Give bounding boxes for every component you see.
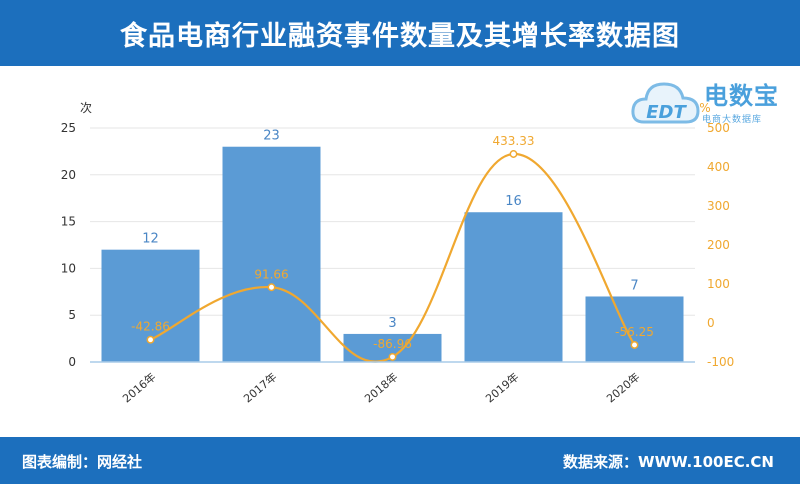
y-right-tick-label: -100 bbox=[707, 355, 734, 369]
y-left-tick-label: 20 bbox=[61, 168, 76, 182]
growth-rate-point bbox=[388, 352, 397, 361]
bar bbox=[464, 212, 563, 362]
y-left-tick-label: 0 bbox=[68, 355, 76, 369]
y-right-tick-label: 500 bbox=[707, 121, 730, 135]
y-left-tick-label: 10 bbox=[61, 261, 76, 275]
growth-rate-line bbox=[150, 152, 636, 363]
growth-rate-label: 433.33 bbox=[493, 134, 535, 148]
growth-rate-point bbox=[630, 340, 639, 349]
y-right-tick-label: 400 bbox=[707, 160, 730, 174]
combo-chart: 12 23 3 16 7 -42.86 91.66 -86.96 433.33 -56.25 0… bbox=[61, 101, 735, 406]
growth-rate-label: 91.66 bbox=[254, 267, 288, 281]
chart-title: 食品电商行业融资事件数量及其增长率数据图 bbox=[120, 20, 680, 52]
growth-rate-label: -42.86 bbox=[131, 320, 170, 334]
y-left-axis-label: 次 bbox=[80, 101, 92, 115]
logo-subtitle: 电商大数据库 bbox=[702, 115, 763, 125]
footer-bar: 图表编制：网经社 数据来源：WWW.100EC.CN bbox=[0, 437, 800, 484]
bar-value-label: 3 bbox=[388, 316, 396, 331]
logo: EDT 电数宝 电商大数据库 bbox=[630, 72, 792, 134]
bar-value-label: 12 bbox=[142, 232, 159, 247]
growth-rate-label: -56.25 bbox=[615, 325, 654, 339]
y-right-axis-label: % bbox=[699, 101, 710, 115]
bar bbox=[585, 296, 684, 362]
y-right-tick-label: 0 bbox=[707, 316, 715, 330]
growth-rate-label: -86.96 bbox=[373, 337, 412, 351]
line-series: -42.86 91.66 -86.96 433.33 -56.25 bbox=[131, 134, 654, 363]
bar-series: 12 23 3 16 7 bbox=[101, 129, 684, 362]
cloud-logo-icon: EDT bbox=[631, 82, 700, 124]
x-tick-label: 2017年 bbox=[241, 370, 280, 406]
y-right-tick-label: 100 bbox=[707, 277, 730, 291]
footer-credit: 图表编制：网经社 bbox=[22, 453, 143, 471]
y-right-tick-label: 200 bbox=[707, 238, 730, 252]
growth-rate-point bbox=[509, 150, 518, 158]
bar-value-label: 23 bbox=[263, 129, 280, 144]
x-tick-label: 2019年 bbox=[483, 370, 522, 406]
bar-value-label: 7 bbox=[630, 278, 638, 293]
footer-source: 数据来源：WWW.100EC.CN bbox=[563, 453, 774, 471]
bar-value-label: 16 bbox=[505, 194, 522, 209]
bar bbox=[222, 146, 321, 362]
x-tick-label: 2016年 bbox=[120, 370, 159, 406]
title-bar: 食品电商行业融资事件数量及其增长率数据图 bbox=[0, 0, 800, 66]
y-left-tick-label: 25 bbox=[61, 121, 76, 135]
logo-mark-text: EDT bbox=[646, 102, 687, 123]
x-tick-label: 2018年 bbox=[362, 370, 401, 406]
logo-name: 电数宝 bbox=[704, 82, 779, 110]
growth-rate-point bbox=[267, 283, 276, 292]
y-left-tick-label: 15 bbox=[61, 215, 76, 229]
x-tick-label: 2020年 bbox=[604, 370, 643, 406]
y-left-tick-label: 5 bbox=[68, 308, 76, 322]
growth-rate-point bbox=[146, 335, 155, 344]
bar bbox=[101, 249, 200, 362]
y-right-tick-label: 300 bbox=[707, 199, 730, 213]
